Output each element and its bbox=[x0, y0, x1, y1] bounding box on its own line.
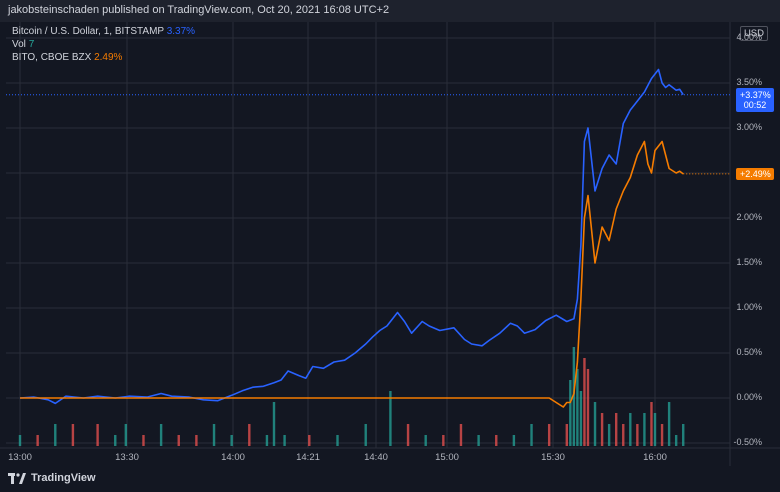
volume-bar bbox=[265, 435, 269, 446]
legend-bito[interactable]: BITO, CBOE BZX 2.49% bbox=[12, 51, 195, 64]
volume-bar bbox=[572, 347, 576, 446]
y-tick-label: 0.00% bbox=[736, 392, 762, 402]
volume-bar bbox=[650, 402, 653, 446]
volume-bar bbox=[96, 424, 99, 446]
legend-btc[interactable]: Bitcoin / U.S. Dollar, 1, BITSTAMP 3.37% bbox=[12, 25, 195, 38]
volume-bar bbox=[114, 435, 117, 446]
y-tick-label: 1.50% bbox=[736, 257, 762, 267]
volume-bar bbox=[212, 424, 216, 446]
x-tick-label: 14:40 bbox=[364, 452, 388, 463]
legend-bito-label: BITO, CBOE BZX bbox=[12, 52, 92, 63]
volume-bar bbox=[600, 413, 604, 446]
volume-bar bbox=[230, 435, 233, 446]
volume-bar bbox=[593, 402, 597, 446]
volume-bar bbox=[54, 424, 57, 446]
legend-bito-value: 2.49% bbox=[94, 52, 123, 63]
legend-btc-value: 3.37% bbox=[166, 26, 196, 37]
volume-bar bbox=[653, 413, 657, 446]
volume-bar bbox=[583, 358, 586, 446]
tradingview-logo[interactable]: TradingView bbox=[8, 472, 96, 484]
volume-bar bbox=[643, 413, 646, 446]
volume-bar bbox=[512, 435, 516, 446]
volume-bar bbox=[565, 424, 569, 446]
volume-bar bbox=[459, 424, 463, 446]
bito-price-badge: +2.49% bbox=[736, 168, 774, 180]
volume-bar bbox=[142, 435, 145, 446]
publish-bar: jakobsteinschaden published on TradingVi… bbox=[0, 0, 780, 22]
y-tick-label: 2.00% bbox=[736, 212, 762, 222]
volume-bar bbox=[71, 424, 75, 446]
volume-bar bbox=[576, 369, 579, 446]
volume-bar bbox=[477, 435, 480, 446]
volume-bar bbox=[579, 391, 583, 446]
volume-bar bbox=[406, 424, 410, 446]
volume-bar bbox=[660, 424, 664, 446]
x-tick-label: 16:00 bbox=[643, 452, 667, 463]
volume-bar bbox=[629, 413, 632, 446]
y-tick-label: 1.00% bbox=[736, 302, 762, 312]
volume-bar bbox=[607, 424, 611, 446]
btc-price-badge: +3.37% 00:52 bbox=[736, 88, 774, 112]
x-tick-label: 15:30 bbox=[541, 452, 565, 463]
volume-bar bbox=[364, 424, 367, 446]
volume-bar bbox=[159, 424, 163, 446]
volume-bar bbox=[177, 435, 180, 446]
volume-bar bbox=[569, 380, 572, 446]
volume-bar bbox=[124, 424, 128, 446]
volume-bar bbox=[682, 424, 685, 446]
y-tick-label: 3.00% bbox=[736, 122, 762, 132]
volume-bar bbox=[283, 435, 286, 446]
y-tick-label: -0.50% bbox=[733, 437, 762, 447]
volume-bar bbox=[586, 369, 590, 446]
legend-vol-label: Vol bbox=[12, 39, 26, 50]
tradingview-brand: TradingView bbox=[31, 472, 96, 484]
volume-bar bbox=[667, 402, 671, 446]
x-tick-label: 15:00 bbox=[435, 452, 459, 463]
volume-bar bbox=[424, 435, 427, 446]
volume-bar bbox=[389, 391, 392, 446]
x-tick-label: 14:21 bbox=[296, 452, 320, 463]
volume-bar bbox=[442, 435, 445, 446]
footer bbox=[0, 466, 780, 492]
y-tick-label: 0.50% bbox=[736, 347, 762, 357]
volume-bar bbox=[248, 424, 251, 446]
legend-vol[interactable]: Vol 7 bbox=[12, 38, 195, 51]
volume-bar bbox=[495, 435, 498, 446]
volume-bar bbox=[195, 435, 198, 446]
volume-bar bbox=[622, 424, 625, 446]
x-tick-label: 14:00 bbox=[221, 452, 245, 463]
volume-bar bbox=[36, 435, 39, 446]
volume-bar bbox=[636, 424, 639, 446]
tradingview-icon bbox=[8, 472, 26, 484]
volume-bar bbox=[272, 402, 276, 446]
btc-series-line bbox=[19, 68, 684, 405]
bito-series-line bbox=[20, 140, 684, 408]
legend-btc-label: Bitcoin / U.S. Dollar, 1, BITSTAMP bbox=[12, 26, 164, 37]
volume-bar bbox=[308, 435, 311, 446]
volume-bar bbox=[674, 435, 678, 446]
x-tick-label: 13:30 bbox=[115, 452, 139, 463]
btc-timer-badge: 00:52 bbox=[743, 100, 767, 110]
btc-pct-badge: +3.37% bbox=[740, 90, 771, 100]
volume-bar bbox=[547, 424, 551, 446]
legend-vol-value: 7 bbox=[28, 39, 35, 50]
y-tick-label: 3.50% bbox=[736, 77, 762, 87]
volume-bar bbox=[18, 435, 22, 446]
volume-bar bbox=[336, 435, 339, 446]
volume-bar bbox=[614, 413, 618, 446]
y-tick-label: 4.00% bbox=[736, 32, 762, 42]
volume-bar bbox=[530, 424, 533, 446]
currency-label[interactable]: USD bbox=[739, 26, 768, 41]
publish-info: jakobsteinschaden published on TradingVi… bbox=[8, 4, 390, 16]
chart-legend: Bitcoin / U.S. Dollar, 1, BITSTAMP 3.37%… bbox=[12, 25, 195, 64]
x-tick-label: 13:00 bbox=[8, 452, 32, 463]
